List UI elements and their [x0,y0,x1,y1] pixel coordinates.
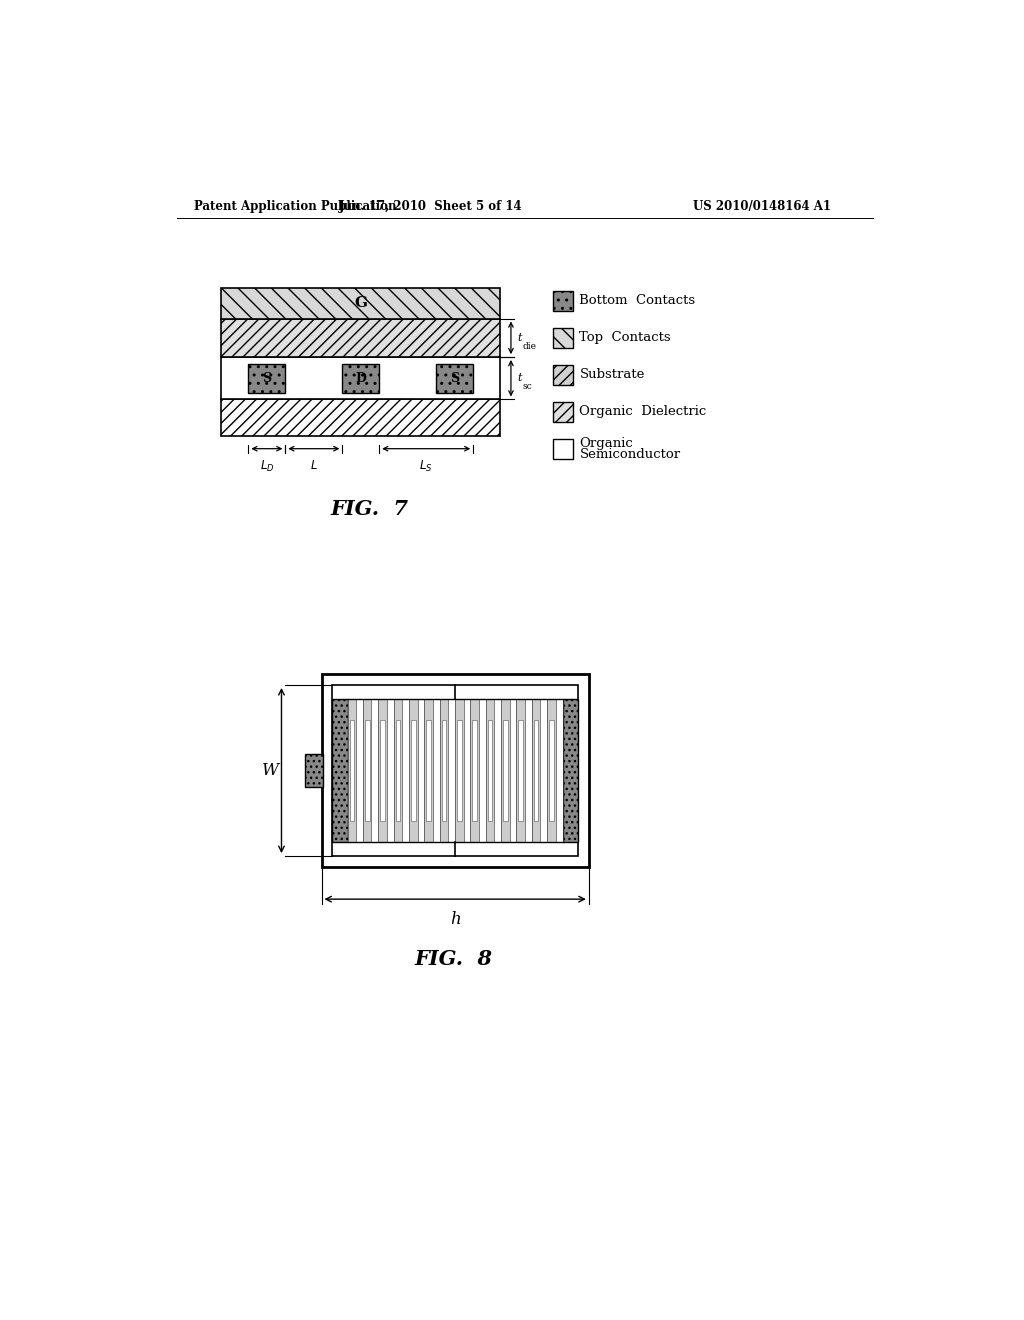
Text: W: W [262,762,280,779]
Bar [304,755,323,787]
Bar [562,700,578,842]
Bar [411,721,416,821]
Bar [436,364,473,393]
Text: G: G [354,296,368,310]
Bar [221,358,500,400]
Bar [439,700,449,842]
Bar [221,288,500,318]
Text: Organic  Dielectric: Organic Dielectric [580,405,707,418]
Bar [455,700,464,842]
Bar [333,700,348,842]
Bar [553,290,572,312]
Text: FIG.  7: FIG. 7 [331,499,409,519]
Text: Organic: Organic [580,437,633,450]
Bar [549,721,554,821]
Text: t: t [517,333,521,343]
Bar [547,700,556,842]
Bar [394,700,402,842]
Bar [501,700,510,842]
Text: FIG.  8: FIG. 8 [415,949,493,969]
Bar [249,364,286,393]
Text: h: h [450,911,461,928]
Bar [534,721,539,821]
Bar [553,327,572,348]
Bar [221,318,500,358]
Bar [424,700,433,842]
Bar [553,438,572,459]
Bar [380,721,385,821]
Bar [426,721,431,821]
Text: Patent Application Publication: Patent Application Publication [194,199,396,213]
Text: die: die [522,342,537,351]
Bar [364,700,372,842]
Bar [348,700,356,842]
Bar [221,400,500,437]
Bar [485,700,495,842]
Text: US 2010/0148164 A1: US 2010/0148164 A1 [693,199,830,213]
Text: $L_S$: $L_S$ [420,459,433,474]
Text: S: S [451,372,460,385]
Text: $L_D$: $L_D$ [260,459,274,474]
Bar [457,721,462,821]
Bar [518,721,523,821]
Bar [348,700,562,842]
Text: S: S [262,372,271,385]
Bar [365,721,370,821]
Bar [409,700,418,842]
Bar [553,401,572,422]
Bar [333,685,578,855]
Text: sc: sc [522,381,532,391]
Bar [503,721,508,821]
Text: Top  Contacts: Top Contacts [580,331,671,345]
Bar [553,364,572,385]
Text: Jun. 17, 2010  Sheet 5 of 14: Jun. 17, 2010 Sheet 5 of 14 [339,199,522,213]
Bar [472,721,477,821]
Bar [395,721,400,821]
Bar [349,721,354,821]
Text: Bottom  Contacts: Bottom Contacts [580,294,695,308]
Bar [531,700,541,842]
Bar [516,700,525,842]
Bar [441,721,446,821]
Bar [379,700,387,842]
Bar [487,721,493,821]
Bar [342,364,379,393]
Text: $L$: $L$ [310,459,317,471]
Bar [470,700,479,842]
Text: t: t [517,374,521,383]
Text: Substrate: Substrate [580,368,645,381]
Text: Semiconductor: Semiconductor [580,449,681,462]
Bar [322,675,589,867]
Text: D: D [355,372,367,385]
